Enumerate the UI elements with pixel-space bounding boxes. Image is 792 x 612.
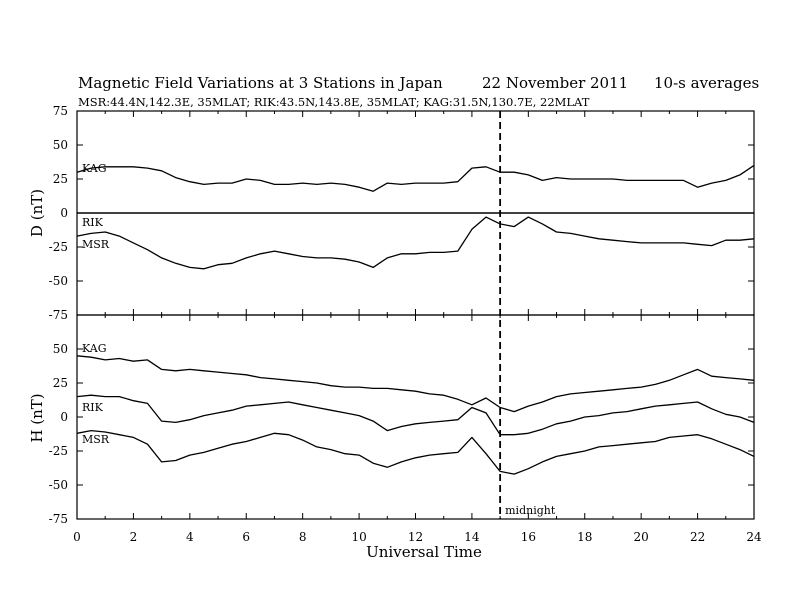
- x-tick-label: 24: [746, 530, 762, 544]
- x-tick-label: 0: [73, 530, 81, 544]
- panel-h-frame: [76, 314, 755, 520]
- y-tick-label: -25: [49, 444, 68, 458]
- h-label-kag: KAG: [82, 342, 107, 355]
- series-d-kag: [76, 164, 755, 192]
- x-tick-label: 8: [299, 530, 307, 544]
- chart-averaging: 10-s averages: [654, 74, 759, 92]
- h-label-msr: MSR: [82, 433, 110, 446]
- x-tick-label: 12: [408, 530, 423, 544]
- x-tick-label: 2: [130, 530, 138, 544]
- y-tick-label: 75: [53, 104, 68, 118]
- y-tick-label: -75: [49, 308, 68, 322]
- x-tick-label: 20: [634, 530, 649, 544]
- y-tick-label: -50: [49, 478, 68, 492]
- y-tick-label: 25: [53, 376, 68, 390]
- series-h-kag: [76, 355, 755, 413]
- h-axis-ticks: -75 -50 -25 0 25 50: [49, 342, 754, 526]
- x-tick-label: 14: [464, 530, 480, 544]
- h-label-rik: RIK: [82, 401, 104, 414]
- x-axis-label: Universal Time: [366, 543, 482, 561]
- chart-date: 22 November 2011: [482, 74, 628, 92]
- d-label-rik: RIK: [82, 216, 104, 229]
- x-tick-label: 6: [242, 530, 250, 544]
- y-tick-label: 50: [53, 138, 68, 152]
- x-tick-label: 22: [690, 530, 705, 544]
- chart-title: Magnetic Field Variations at 3 Stations …: [78, 74, 443, 92]
- y-tick-label: -75: [49, 512, 68, 526]
- y-tick-label: 0: [60, 206, 68, 220]
- x-tick-label: 4: [186, 530, 194, 544]
- d-label-msr: MSR: [82, 238, 110, 251]
- x-tick-label: 18: [577, 530, 592, 544]
- x-tick-label: 10: [351, 530, 366, 544]
- y-tick-label: -25: [49, 240, 68, 254]
- y-tick-label: -50: [49, 274, 68, 288]
- y-tick-label: 50: [53, 342, 68, 356]
- y-tick-label: 25: [53, 172, 68, 186]
- series-layer: [76, 164, 755, 475]
- series-d-rik: [76, 216, 755, 270]
- h-axis-label: H (nT): [28, 393, 46, 442]
- series-h-msr: [76, 429, 755, 475]
- midnight-label: midnight: [505, 504, 556, 517]
- y-tick-label: 0: [60, 410, 68, 424]
- d-axis-label: D (nT): [28, 189, 46, 237]
- stations-info: MSR:44.4N,142.3E, 35MLAT; RIK:43.5N,143.…: [78, 95, 590, 109]
- d-axis-ticks: -75 -50 -25 0 25 50 75: [49, 104, 754, 322]
- x-tick-label: 16: [521, 530, 536, 544]
- series-h-rik: [76, 394, 755, 436]
- d-label-kag: KAG: [82, 162, 107, 175]
- x-axis-ticks: 0 2 4 6 8 10 12 14 16 18 20 22 24: [73, 111, 762, 544]
